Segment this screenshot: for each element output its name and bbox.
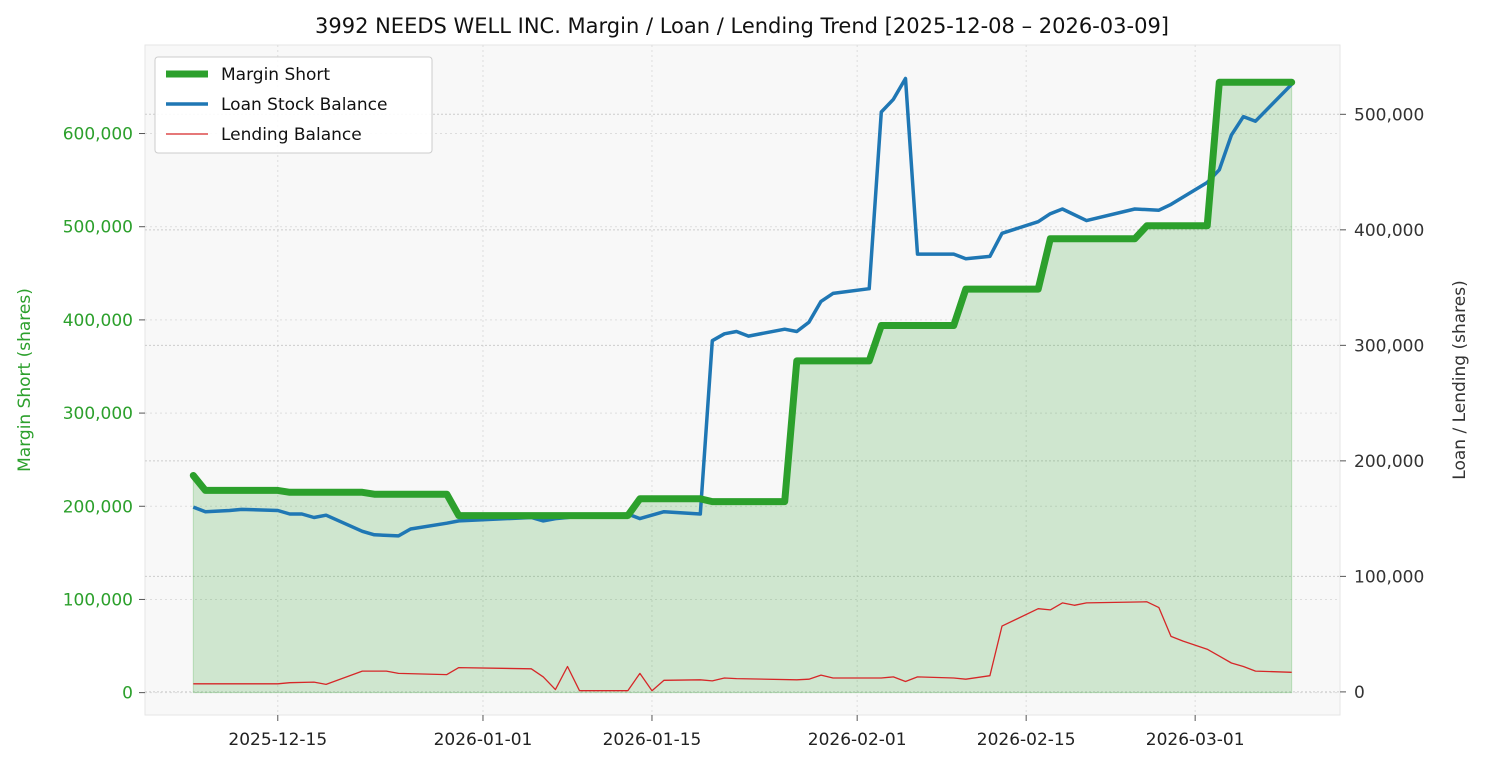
left-tick-label: 600,000: [63, 125, 133, 145]
lending-balance-line: [193, 601, 1292, 692]
x-axis-ticks: 2025-12-15 2026-01-01 2026-01-15 2026-02-01…: [228, 715, 1245, 750]
left-tick-label: 400,000: [63, 311, 133, 331]
x-tick-label: 2026-02-15: [977, 730, 1076, 750]
x-tick-label: 2026-03-01: [1146, 730, 1245, 750]
plot-area: [144, 44, 1341, 716]
x-tick-label: 2026-02-01: [808, 730, 907, 750]
legend-label-margin-short: Margin Short: [221, 65, 330, 85]
right-axis-ticks: 0 100,000 200,000 300,000 400,000 500,000: [1340, 105, 1424, 703]
left-axis-label: Margin Short (shares): [15, 288, 35, 472]
right-tick-label: 0: [1354, 683, 1365, 703]
left-tick-label: 500,000: [63, 218, 133, 238]
legend-label-lending-balance: Lending Balance: [221, 125, 362, 145]
chart-title: 3992 NEEDS WELL INC. Margin / Loan / Len…: [315, 14, 1169, 38]
left-tick-label: 100,000: [63, 590, 133, 610]
loan-stock-balance-line: [192, 76, 1293, 538]
x-tick-label: 2025-12-15: [228, 730, 327, 750]
left-tick-label: 200,000: [63, 497, 133, 517]
left-tick-label: 0: [122, 684, 133, 704]
left-tick-label: 300,000: [63, 404, 133, 424]
grid: [145, 45, 1340, 715]
left-axis-ticks: 0 100,000 200,000 300,000 400,000 500,000 600,…: [63, 125, 145, 704]
margin-short-line: [189, 78, 1296, 520]
x-tick-label: 2026-01-01: [434, 730, 533, 750]
x-tick-label: 2026-01-15: [603, 730, 702, 750]
legend-box: [154, 56, 433, 154]
right-tick-label: 400,000: [1354, 221, 1424, 241]
right-tick-label: 300,000: [1354, 336, 1424, 356]
legend: Margin Short Loan Stock Balance Lending …: [154, 56, 433, 154]
legend-label-loan-stock-balance: Loan Stock Balance: [221, 95, 387, 115]
right-tick-label: 100,000: [1354, 567, 1424, 587]
right-tick-label: 200,000: [1354, 452, 1424, 472]
right-tick-label: 500,000: [1354, 105, 1424, 125]
right-axis-label: Loan / Lending (shares): [1450, 280, 1470, 479]
